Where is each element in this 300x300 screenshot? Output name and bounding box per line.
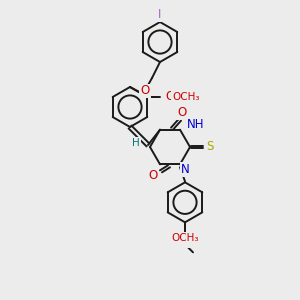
Text: I: I	[158, 8, 162, 22]
Text: H: H	[132, 138, 140, 148]
Text: S: S	[206, 140, 214, 154]
Text: O: O	[180, 233, 190, 246]
Text: O: O	[140, 85, 150, 98]
Text: OCH₃: OCH₃	[172, 92, 200, 102]
Text: O: O	[166, 91, 175, 103]
Text: N: N	[181, 163, 189, 176]
Text: OCH₃: OCH₃	[171, 233, 199, 243]
Text: O: O	[180, 234, 190, 247]
Text: O: O	[177, 106, 187, 119]
Text: O: O	[148, 169, 158, 182]
Text: NH: NH	[187, 118, 205, 131]
